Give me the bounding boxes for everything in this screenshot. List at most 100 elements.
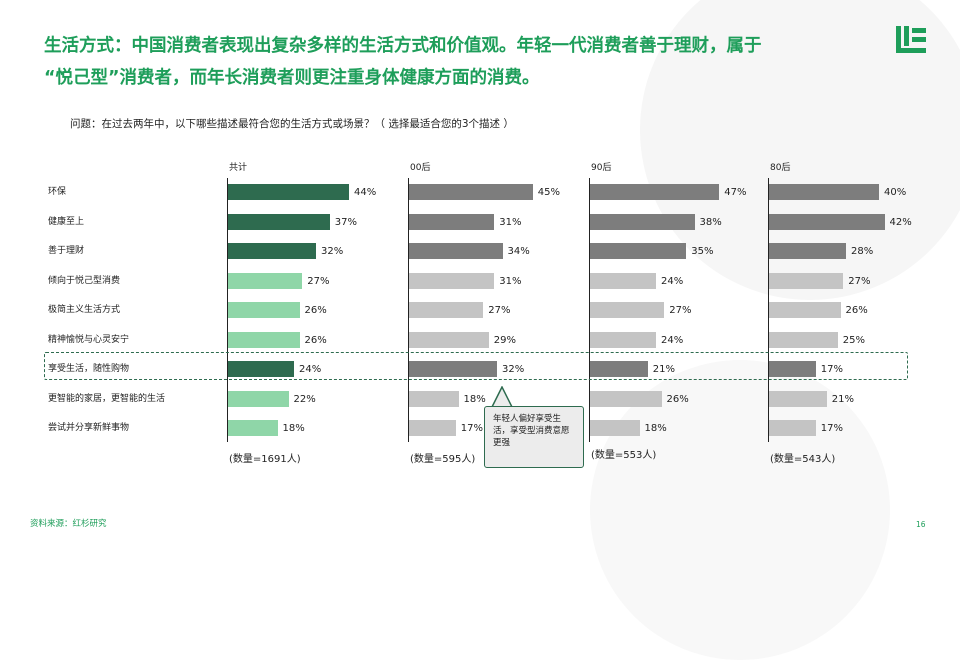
axis-line xyxy=(768,178,769,442)
category-label: 享受生活，随性购物 xyxy=(48,364,130,374)
data-label: 47% xyxy=(724,187,747,198)
bar xyxy=(228,420,278,436)
sample-size-label: (数量=1691人) xyxy=(229,454,301,465)
data-label: 44% xyxy=(354,187,377,198)
data-label: 18% xyxy=(463,393,486,405)
bar xyxy=(228,243,316,259)
data-label: 42% xyxy=(889,216,912,228)
data-label: 18% xyxy=(644,423,667,434)
bar xyxy=(769,272,844,289)
bar xyxy=(409,420,456,436)
bar xyxy=(769,361,816,377)
bar xyxy=(228,302,300,318)
bar xyxy=(228,361,294,377)
axis-line xyxy=(408,178,409,442)
data-label: 17% xyxy=(820,423,843,434)
bar xyxy=(409,213,495,230)
brand-logo-icon xyxy=(896,26,926,53)
data-label: 24% xyxy=(299,364,322,375)
data-label: 28% xyxy=(851,246,874,257)
category-label: 健康至上 xyxy=(48,216,85,227)
bar xyxy=(769,420,816,436)
data-label: 27% xyxy=(848,275,871,287)
data-label: 25% xyxy=(842,334,865,346)
category-label: 更智能的家居，更智能的生活 xyxy=(48,393,166,404)
data-label: 17% xyxy=(460,423,483,434)
data-label: 27% xyxy=(669,305,692,316)
bar xyxy=(590,243,687,259)
series-header: 00后 xyxy=(410,163,431,173)
annotation-callout: 年轻人偏好享受生活，享受型消费意愿更强 xyxy=(484,406,584,468)
series-header: 共计 xyxy=(229,163,248,173)
bar xyxy=(590,420,640,436)
bar xyxy=(409,272,495,289)
data-label: 32% xyxy=(321,246,344,257)
survey-question: 问题：在过去两年中，以下哪些描述最符合您的生活方式或场景？（ 选择最适合您的3个… xyxy=(70,118,514,130)
data-label: 27% xyxy=(488,305,511,316)
data-label: 35% xyxy=(691,246,714,257)
data-label: 45% xyxy=(537,187,560,198)
axis-line xyxy=(227,178,228,442)
data-label: 40% xyxy=(884,187,907,198)
data-label: 21% xyxy=(831,393,854,405)
category-label: 环保 xyxy=(48,187,67,197)
bar xyxy=(590,390,662,407)
page-title: 生活方式：中国消费者表现出复杂多样的生活方式和价值观。年轻一代消费者善于理财，属… xyxy=(44,30,864,94)
title-line-1: 生活方式：中国消费者表现出复杂多样的生活方式和价值观。年轻一代消费者善于理财，属… xyxy=(44,36,762,56)
bar xyxy=(590,213,695,230)
bar xyxy=(769,184,879,200)
bar xyxy=(409,243,503,259)
data-label: 26% xyxy=(304,305,327,316)
data-label: 26% xyxy=(666,393,689,405)
data-label: 29% xyxy=(493,334,516,346)
sample-size-label: (数量=553人) xyxy=(591,450,657,461)
data-label: 21% xyxy=(652,364,675,375)
data-label: 24% xyxy=(661,334,684,346)
bar xyxy=(769,390,827,407)
bar xyxy=(769,331,838,348)
bar xyxy=(769,302,841,318)
bar xyxy=(590,272,656,289)
bar xyxy=(409,331,489,348)
axis-line xyxy=(589,178,590,442)
category-label: 善于理财 xyxy=(48,246,85,256)
data-label: 31% xyxy=(499,216,522,228)
highlight-frame xyxy=(44,352,908,380)
bar xyxy=(228,331,300,348)
sample-size-label: (数量=543人) xyxy=(770,454,836,465)
title-line-2: “悦己型”消费者，而年长消费者则更注重身体健康方面的消费。 xyxy=(44,68,540,88)
bar xyxy=(228,390,289,407)
sample-size-label: (数量=595人) xyxy=(410,454,476,465)
data-label: 24% xyxy=(661,275,684,287)
data-label: 17% xyxy=(820,364,843,375)
callout-pointer xyxy=(490,386,514,408)
bar xyxy=(409,302,484,318)
bar xyxy=(590,184,720,200)
bar xyxy=(409,390,459,407)
category-label: 倾向于悦己型消费 xyxy=(48,275,121,286)
bar xyxy=(409,184,533,200)
data-label: 38% xyxy=(699,216,722,228)
data-label: 31% xyxy=(499,275,522,287)
page-number: 16 xyxy=(916,520,926,529)
bar xyxy=(769,213,885,230)
series-header: 80后 xyxy=(770,163,791,173)
data-label: 32% xyxy=(502,364,525,375)
data-label: 26% xyxy=(304,334,327,346)
category-label: 极简主义生活方式 xyxy=(48,305,121,315)
bar xyxy=(228,184,349,200)
bar xyxy=(769,243,846,259)
bar xyxy=(590,302,665,318)
data-label: 22% xyxy=(293,393,316,405)
bar xyxy=(590,361,648,377)
data-label: 26% xyxy=(845,305,868,316)
bar xyxy=(228,272,303,289)
data-label: 27% xyxy=(307,275,330,287)
data-label: 34% xyxy=(507,246,530,257)
category-label: 精神愉悦与心灵安宁 xyxy=(48,334,130,345)
bar xyxy=(228,213,330,230)
data-label: 37% xyxy=(334,216,357,228)
bar xyxy=(590,331,656,348)
bar xyxy=(409,361,497,377)
category-label: 尝试并分享新鲜事物 xyxy=(48,423,130,433)
